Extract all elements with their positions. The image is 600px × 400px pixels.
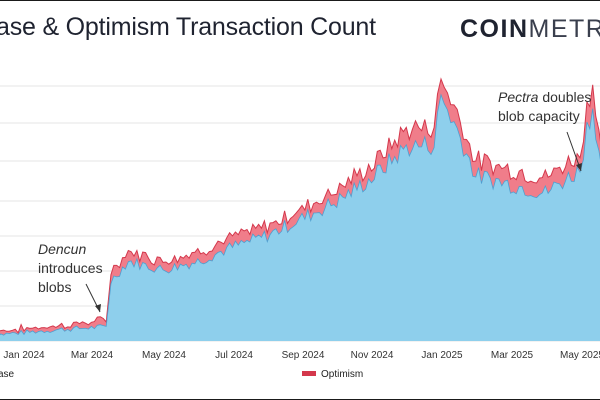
chart-title: ase & Optimism Transaction Count bbox=[0, 13, 376, 41]
x-tick-label: Mar 2024 bbox=[71, 350, 114, 361]
base-area bbox=[0, 94, 600, 341]
annotation-dencun-arrowhead bbox=[95, 304, 101, 312]
x-tick-label: Nov 2024 bbox=[351, 350, 394, 361]
annotation-pectra-rest: doubles bbox=[538, 89, 591, 105]
x-tick-labels: Jan 2024 Mar 2024 May 2024 Jul 2024 Sep 2024… bbox=[3, 350, 600, 361]
x-tick-label: Sep 2024 bbox=[282, 350, 325, 361]
annotation-pectra-arrowhead bbox=[576, 163, 582, 171]
legend-label-optimism: Optimism bbox=[321, 369, 363, 380]
optimism-line bbox=[0, 77, 600, 334]
logo-bold: COIN bbox=[460, 15, 529, 43]
logo-light: METRIC bbox=[528, 15, 600, 43]
annotation-dencun-line2: blobs bbox=[38, 279, 71, 295]
base-line bbox=[0, 93, 600, 336]
legend-swatch-optimism bbox=[302, 371, 316, 376]
x-tick-label: Jan 2025 bbox=[421, 350, 463, 361]
annotation-dencun-line1: introduces bbox=[38, 260, 103, 276]
legend-label-base: ase bbox=[0, 369, 15, 380]
x-tick-label: Mar 2025 bbox=[491, 350, 534, 361]
x-tick-label: Jan 2024 bbox=[3, 350, 45, 361]
x-tick-label: Jul 2024 bbox=[215, 350, 253, 361]
annotation-pectra-line2: blob capacity bbox=[498, 108, 580, 124]
x-tick-label: May 2024 bbox=[142, 350, 186, 361]
x-tick-label: May 2025 bbox=[560, 350, 600, 361]
annotation-dencun-emph: Dencun bbox=[38, 241, 86, 257]
annotation-pectra-line1: Pectra doubles bbox=[498, 89, 591, 105]
annotation-pectra-emph: Pectra bbox=[498, 89, 539, 105]
coinmetrics-logo: COINMETRIC bbox=[460, 15, 600, 44]
